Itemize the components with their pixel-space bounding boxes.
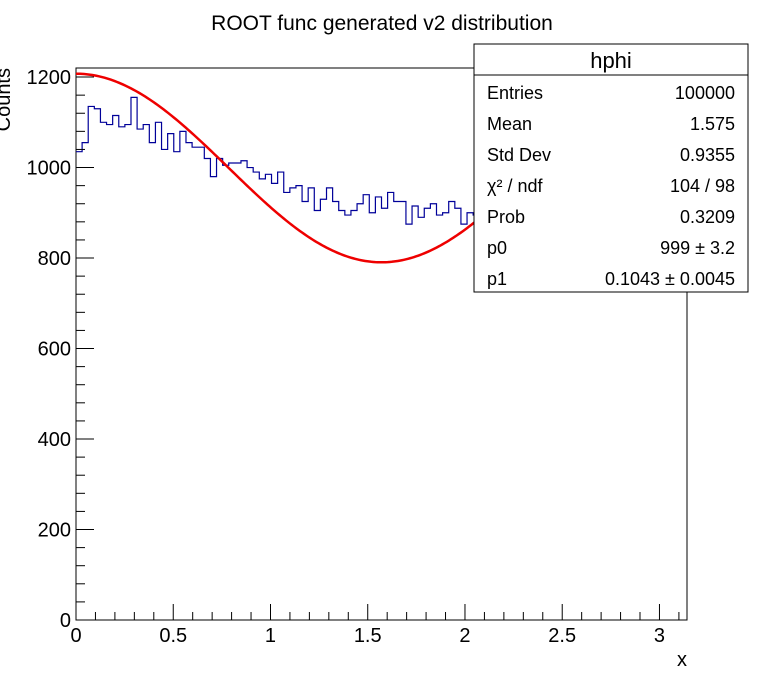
stats-rows: Entries 100000 Mean 1.575 Std Dev 0.9355 χ² / … <box>487 83 735 289</box>
x-tick-label: 1 <box>265 625 276 647</box>
stats-row-value: 100000 <box>675 83 735 103</box>
x-tick-label: 0.5 <box>159 625 187 647</box>
x-tick-label: 0 <box>70 625 81 647</box>
x-tick-label: 2 <box>459 625 470 647</box>
stats-box-frame <box>473 43 749 293</box>
x-tick-label: 1.5 <box>354 625 382 647</box>
stats-row-label: Entries <box>487 83 543 103</box>
chart-title: ROOT func generated v2 distribution <box>211 12 553 35</box>
y-tick-label: 0 <box>60 610 71 632</box>
stats-row-label: χ² / ndf <box>487 176 543 196</box>
stats-row-value: 1.575 <box>690 114 735 134</box>
x-axis-label: x <box>677 649 687 671</box>
y-tick-label: 1000 <box>27 158 72 180</box>
axes-layer: 0 0.5 1 1.5 2 2.5 3 0 200 400 600 800 1000 1200 <box>27 67 680 647</box>
y-tick-label: 1200 <box>27 67 72 89</box>
x-tick-label: 3 <box>654 625 665 647</box>
stats-row-value: 0.3209 <box>680 207 735 227</box>
stats-row-value: 104 / 98 <box>670 176 735 196</box>
y-axis-label: Counts <box>0 68 15 131</box>
stats-row-value: 0.1043 ± 0.0045 <box>605 269 735 289</box>
y-tick-label: 600 <box>38 339 71 361</box>
stats-title: hphi <box>590 48 632 73</box>
y-tick-label: 800 <box>38 248 71 270</box>
stats-box: hphi Entries 100000 Mean 1.575 Std Dev 0.9355… <box>473 43 749 293</box>
y-tick-label: 400 <box>38 429 71 451</box>
stats-row-label: Prob <box>487 207 525 227</box>
stats-row-label: p0 <box>487 238 507 258</box>
x-tick-label: 2.5 <box>548 625 576 647</box>
stats-row-label: Mean <box>487 114 532 134</box>
stats-row-value: 999 ± 3.2 <box>660 238 735 258</box>
stats-row-value: 0.9355 <box>680 145 735 165</box>
stats-row-label: Std Dev <box>487 145 551 165</box>
y-tick-label: 200 <box>38 520 71 542</box>
stats-row-label: p1 <box>487 269 507 289</box>
plot-frame <box>75 67 688 621</box>
